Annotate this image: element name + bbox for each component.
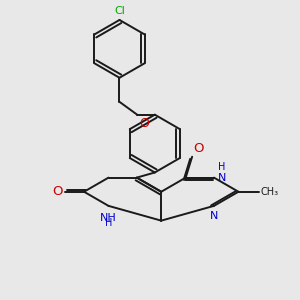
- Text: CH₃: CH₃: [261, 187, 279, 197]
- Text: O: O: [194, 142, 204, 155]
- Text: N: N: [210, 211, 218, 221]
- Text: N: N: [218, 172, 226, 183]
- Text: Cl: Cl: [114, 6, 125, 16]
- Text: O: O: [52, 185, 63, 198]
- Text: H: H: [105, 218, 112, 228]
- Text: NH: NH: [100, 213, 117, 223]
- Text: O: O: [139, 117, 148, 130]
- Text: H: H: [218, 162, 225, 172]
